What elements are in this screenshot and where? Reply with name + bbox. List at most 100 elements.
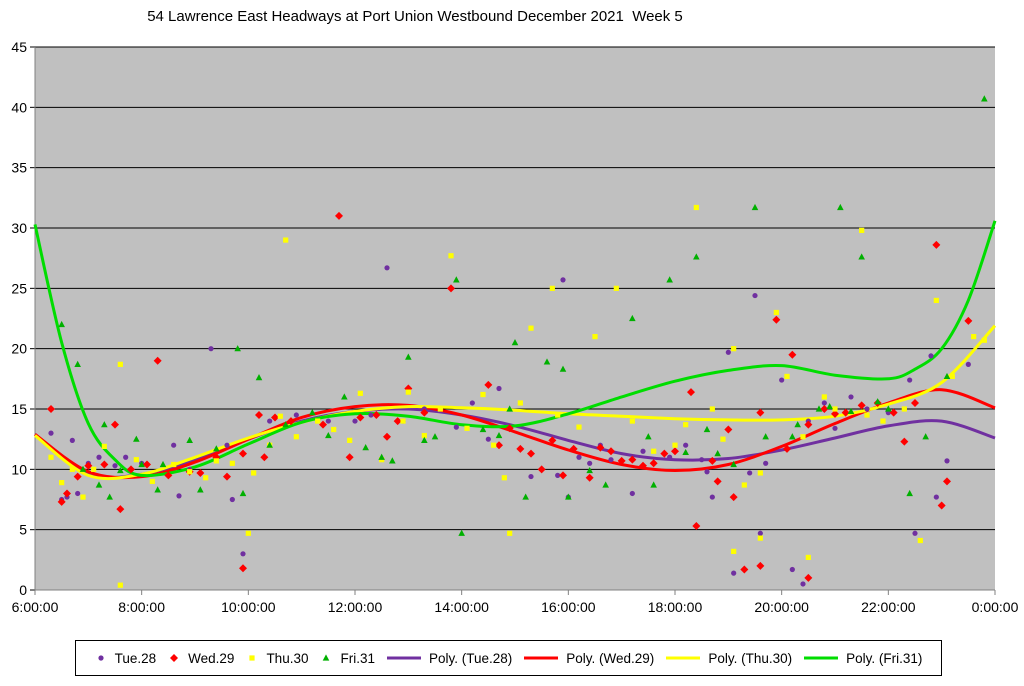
data-point (149, 478, 155, 484)
legend-item-trend-1-label: Poly. (Wed.29) (566, 650, 655, 666)
legend-item-trend-3: Poly. (Fri.31) (804, 651, 922, 666)
data-point (672, 442, 678, 448)
data-point (196, 468, 205, 477)
y-tick-label: 45 (11, 39, 27, 55)
data-point (117, 361, 123, 367)
data-point (667, 454, 673, 460)
data-point (585, 473, 594, 482)
legend-item-series-3: Fri.31 (320, 651, 375, 666)
data-point (683, 442, 689, 448)
data-point (528, 473, 534, 480)
x-tick-label: 20:00:00 (754, 599, 809, 615)
data-point (245, 530, 251, 536)
data-point (393, 417, 402, 426)
legend-item-series-1-swatch (170, 654, 179, 662)
data-point (73, 472, 82, 481)
data-point (164, 471, 173, 480)
data-point (229, 496, 235, 503)
data-point (79, 465, 87, 472)
data-point (501, 475, 507, 481)
x-tick-label: 18:00:00 (648, 599, 703, 615)
data-point (713, 477, 722, 486)
data-point (971, 334, 977, 340)
data-point (187, 469, 193, 475)
data-point (751, 203, 759, 211)
data-point (731, 346, 737, 352)
data-point (357, 390, 363, 396)
data-point (821, 400, 827, 406)
data-point (640, 448, 646, 454)
data-point (815, 405, 823, 412)
data-point (335, 211, 343, 220)
legend-item-series-2-label: Thu.30 (266, 650, 309, 666)
data-point (255, 374, 263, 381)
data-point (943, 477, 951, 486)
data-point (756, 408, 765, 417)
data-point (479, 425, 487, 433)
data-point (159, 460, 167, 468)
data-point (740, 565, 749, 574)
legend-item-trend-2-swatch (666, 656, 701, 660)
legend-item-series-1: Wed.29 (168, 651, 234, 666)
data-points (47, 95, 988, 588)
data-point (772, 315, 781, 324)
data-point (356, 413, 365, 422)
data-point (154, 486, 161, 493)
data-point (885, 405, 892, 412)
y-tick-label: 20 (11, 341, 27, 357)
data-point (729, 493, 738, 502)
data-point (800, 581, 806, 587)
data-point (111, 420, 119, 429)
data-point (617, 456, 626, 465)
data-point (912, 530, 918, 536)
data-point (858, 253, 865, 260)
legend-item-trend-2-label: Poly. (Thu.30) (708, 650, 793, 666)
data-point (80, 494, 86, 500)
data-point (74, 360, 81, 367)
y-tick-label: 10 (11, 461, 27, 477)
legend-item-trend-0: Poly. (Tue.28) (386, 651, 512, 666)
data-point (832, 425, 838, 431)
data-point (587, 460, 593, 466)
data-point (283, 237, 289, 243)
data-point (133, 435, 140, 442)
data-point (315, 418, 321, 424)
data-point (421, 436, 428, 443)
data-point (437, 406, 443, 412)
y-tick-label: 35 (11, 160, 27, 176)
data-point (345, 453, 354, 462)
data-point (293, 412, 299, 418)
data-point (63, 489, 71, 498)
data-point (505, 424, 514, 433)
data-point (560, 277, 566, 283)
data-point (874, 398, 881, 405)
legend-item-series-2: Thu.30 (246, 651, 308, 666)
data-point (287, 417, 295, 426)
data-point (405, 389, 411, 395)
data-point (922, 433, 929, 440)
data-point (347, 437, 353, 443)
legend-marker (98, 655, 104, 661)
data-point (239, 449, 247, 458)
data-point (944, 458, 950, 464)
data-point (522, 493, 529, 500)
data-point (325, 418, 331, 424)
data-point (101, 421, 108, 428)
data-point (847, 407, 855, 415)
data-point (203, 475, 209, 481)
data-point (917, 537, 923, 544)
data-point (576, 454, 582, 460)
data-point (171, 442, 177, 448)
data-point (804, 573, 813, 582)
data-point (282, 421, 289, 428)
data-point (687, 388, 695, 397)
data-point (372, 411, 381, 420)
data-point (763, 460, 769, 466)
data-point (932, 240, 941, 249)
data-point (747, 470, 753, 476)
data-point (234, 345, 241, 352)
data-point (229, 460, 235, 466)
data-point (864, 406, 870, 412)
data-point (91, 466, 97, 472)
y-tick-label: 5 (19, 522, 27, 538)
